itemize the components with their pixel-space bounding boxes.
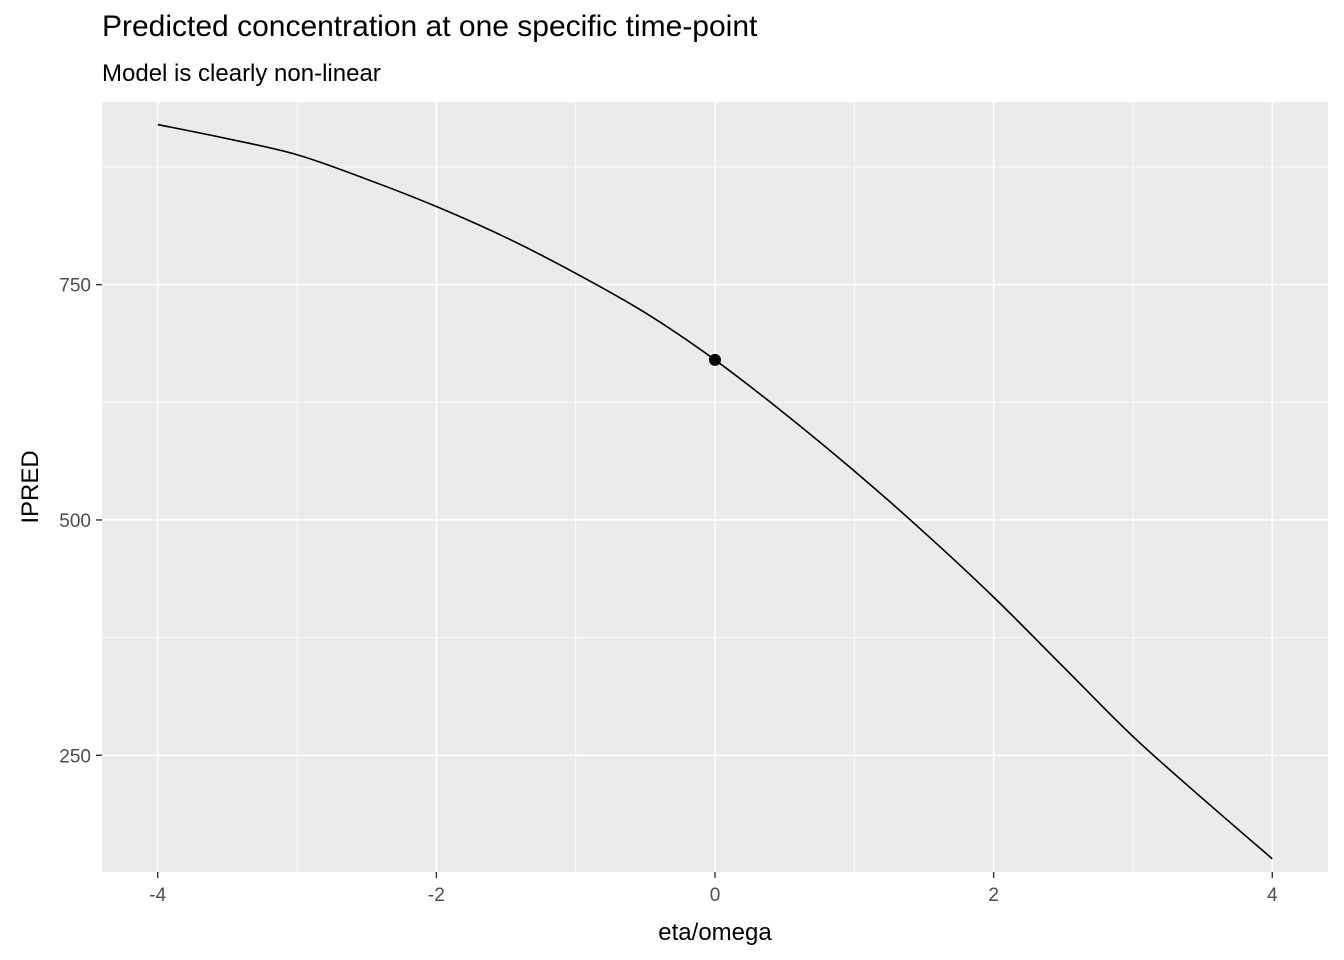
highlight-point xyxy=(709,353,721,366)
y-axis: 250 500 750 xyxy=(59,276,102,767)
major-gridlines xyxy=(102,102,1328,872)
y-tick-label: 250 xyxy=(59,746,91,767)
x-tick-label: -4 xyxy=(149,885,166,906)
y-axis-title: IPRED xyxy=(17,450,44,523)
chart-title: Predicted concentration at one specific … xyxy=(102,10,758,43)
x-axis: -4 -2 0 2 4 xyxy=(149,872,1278,906)
x-tick-label: 0 xyxy=(710,885,721,906)
series-line xyxy=(157,123,1273,860)
x-axis-title: eta/omega xyxy=(658,919,772,946)
x-tick-label: 4 xyxy=(1267,885,1278,906)
y-tick-label: 500 xyxy=(59,511,91,532)
x-tick-label: 2 xyxy=(988,885,999,906)
y-tick-label: 750 xyxy=(59,276,91,297)
x-tick-label: -2 xyxy=(428,885,445,906)
chart-subtitle: Model is clearly non-linear xyxy=(102,60,381,87)
